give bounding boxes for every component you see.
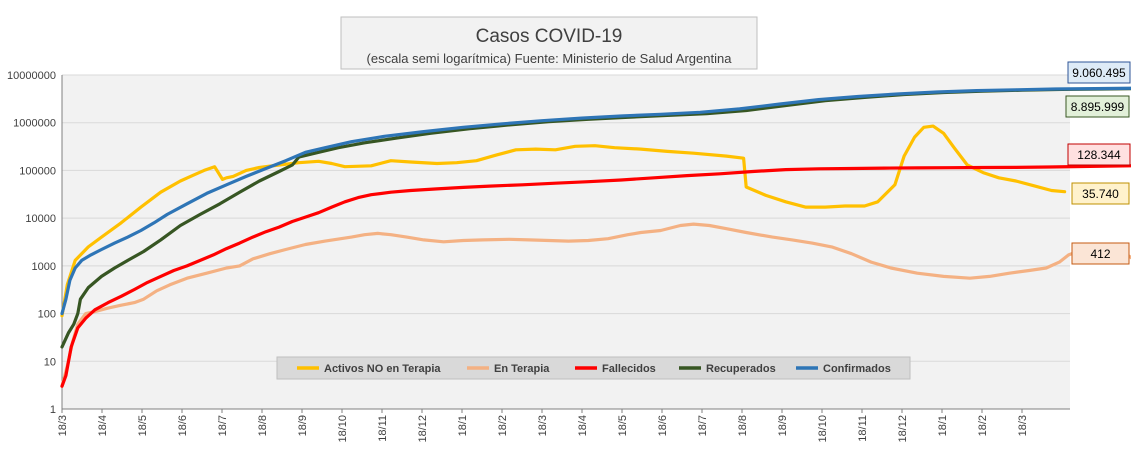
legend: Activos NO en Terapia En Terapia Fallecido… [276,356,911,380]
x-tick-label: 18/10 [337,415,349,443]
x-tick-label: 18/4 [97,415,109,436]
x-tick-label: 18/5 [137,415,149,436]
x-tick-label: 18/1 [457,415,469,436]
end-label-value: 8.895.999 [1071,100,1125,114]
x-tick-label: 18/9 [777,415,789,436]
end-label-box [1067,61,1131,84]
series-line-confirmados [60,86,1131,316]
series-line-fallecidos [60,164,1131,388]
end-label-box [1067,143,1131,166]
legend-label: Fallecidos [602,363,656,375]
y-tick-label: 1000 [32,261,56,273]
y-tick-label: 1000000 [13,118,56,130]
legend-label: En Terapia [494,363,550,375]
end-label-value: 9.060.495 [1072,66,1126,80]
x-tick-label: 18/11 [857,415,869,442]
x-tick-label: 18/9 [297,415,309,436]
x-tick-label: 18/3 [1017,415,1029,436]
legend-label: Recuperados [706,363,776,375]
x-tick-label: 18/2 [977,415,989,436]
series-lines [60,86,1131,388]
y-tick-label: 10000 [25,213,56,225]
legend-label: Confirmados [823,363,891,375]
y-tick-label: 10 [44,356,56,368]
x-tick-label: 18/11 [377,415,389,442]
y-tick-label: 10000000 [7,70,56,82]
x-tick-label: 18/3 [57,415,69,436]
x-tick-label: 18/8 [257,415,269,436]
x-tick-label: 18/8 [737,415,749,436]
y-tick-label: 100000 [19,165,56,177]
x-tick-label: 18/12 [897,415,909,443]
x-tick-label: 18/2 [497,415,509,436]
x-tick-label: 18/4 [577,415,589,436]
series-line-activos-no-en-terapia [60,124,1067,318]
end-label-box [1065,95,1130,118]
y-tick-label: 1 [50,404,56,416]
x-tick-label: 18/10 [817,415,829,443]
chart-title: Casos COVID-19 [476,26,623,47]
end-label-value: 35.740 [1082,187,1119,201]
x-tick-label: 18/6 [177,415,189,436]
y-axis-ticks: 1 10 100 1000 10000 100000 1000000 10000000 [7,70,56,416]
x-tick-label: 18/1 [937,415,949,436]
title-box [340,16,758,70]
x-tick-label: 18/7 [697,415,709,436]
end-label-box [1071,242,1130,265]
x-axis-ticks: 18/3 18/4 18/5 18/6 18/7 18/8 18/9 18/10 18/11 18… [57,409,1029,443]
end-labels: 35.740 412 128.344 8.895.999 9.060.495 [1065,61,1131,265]
x-tick-label: 18/6 [657,415,669,436]
chart-subtitle: (escala semi logarítmica) Fuente: Minist… [367,51,733,66]
end-label-value: 412 [1090,247,1110,261]
end-label-value: 128.344 [1077,148,1121,162]
x-tick-label: 18/5 [617,415,629,436]
x-tick-label: 18/12 [417,415,429,443]
x-tick-label: 18/7 [217,415,229,436]
legend-label: Activos NO en Terapia [324,363,441,375]
x-tick-label: 18/3 [537,415,549,436]
series-line-en-terapia [60,222,1131,388]
y-tick-label: 100 [38,309,56,321]
end-label-box [1071,182,1130,205]
